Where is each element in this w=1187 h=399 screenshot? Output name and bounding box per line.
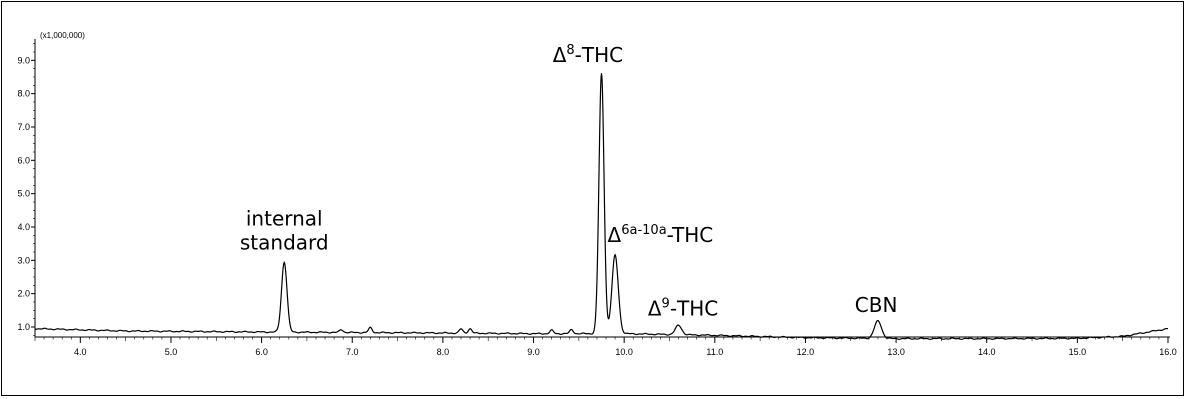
x-tick-label: 13.0 [887,347,905,357]
x-tick-label: 5.0 [165,347,178,357]
x-tick-label: 6.0 [255,347,268,357]
chromatogram-trace [35,73,1168,339]
y-scale-label: (x1,000,000) [40,31,85,40]
y-tick-label: 2.0 [17,289,30,299]
x-tick-label: 9.0 [527,347,540,357]
x-tick-label: 7.0 [346,347,359,357]
peak-label-internal-standard: standard [240,230,329,254]
y-tick-label: 1.0 [17,322,30,332]
y-tick-label: 9.0 [17,55,30,65]
y-tick-label: 5.0 [17,189,30,199]
x-tick-label: 16.0 [1159,347,1177,357]
y-tick-label: 6.0 [17,155,30,165]
x-tick-label: 15.0 [1069,347,1087,357]
x-tick-label: 8.0 [437,347,450,357]
tick-marks: 4.0 5.0 6.0 7.0 8.0 9.0 10.0 11.0 12.0 13.0 14.0 15… [17,44,1176,357]
y-tick-label: 8.0 [17,89,30,99]
y-tick-label: 7.0 [17,122,30,132]
y-tick-label: 3.0 [17,255,30,265]
peak-label-cbn: CBN [855,293,898,317]
x-tick-label: 10.0 [615,347,633,357]
peak-label-delta9: Δ9-THC [648,296,718,320]
x-tick-label: 4.0 [74,347,87,357]
chromatogram-line [35,73,1168,339]
peak-label-delta6a10a: Δ6a-10a-THC [608,223,714,247]
x-tick-label: 12.0 [797,347,815,357]
peak-label-internal-standard: internal [246,206,323,230]
x-tick-label: 14.0 [978,347,996,357]
y-tick-label: 4.0 [17,222,30,232]
peak-label-delta8: Δ8-THC [553,43,623,67]
x-tick-label: 11.0 [706,347,723,357]
